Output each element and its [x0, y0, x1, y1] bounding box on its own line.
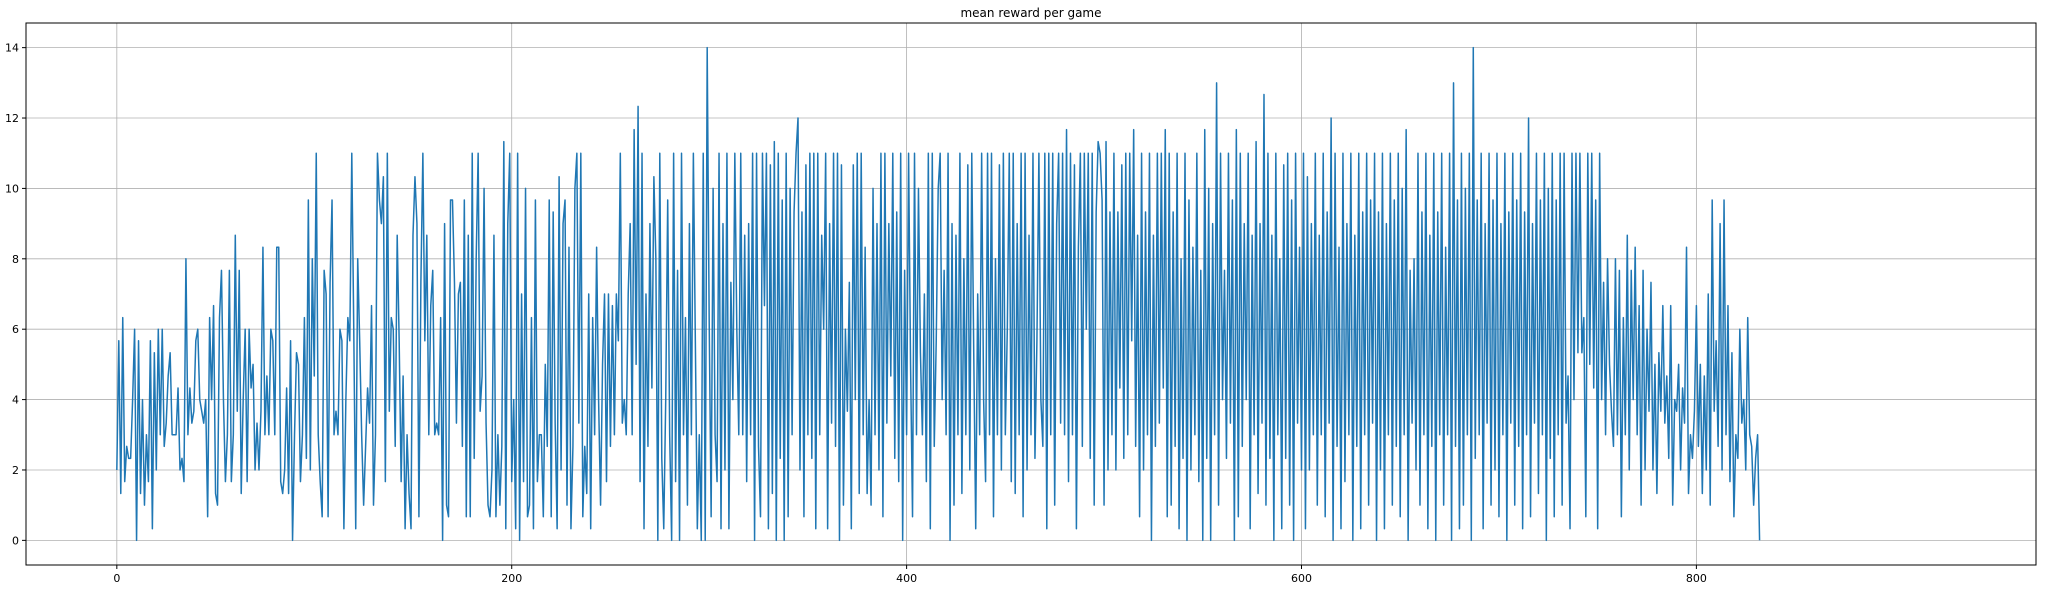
y-tick-label: 2 — [12, 464, 19, 477]
x-tick-label: 200 — [501, 572, 522, 585]
y-tick-label: 12 — [5, 112, 19, 125]
series-line — [116, 46, 1761, 542]
y-axis: 0 2 4 6 8 10 12 14 — [5, 42, 26, 547]
x-tick-label: 800 — [1686, 572, 1707, 585]
chart-title: mean reward per game — [960, 6, 1101, 20]
y-tick-label: 0 — [12, 534, 19, 547]
x-axis: 0 200 400 600 800 — [113, 565, 1707, 585]
x-tick-label: 400 — [896, 572, 917, 585]
y-tick-label: 4 — [12, 394, 19, 407]
plot-frame — [25, 22, 2037, 566]
y-tick-label: 6 — [12, 323, 19, 336]
y-tick-label: 14 — [5, 42, 19, 55]
y-tick-label: 10 — [5, 182, 19, 195]
x-tick-label: 0 — [113, 572, 120, 585]
y-tick-label: 8 — [12, 253, 19, 266]
x-tick-label: 600 — [1291, 572, 1312, 585]
series-group — [116, 46, 1761, 542]
